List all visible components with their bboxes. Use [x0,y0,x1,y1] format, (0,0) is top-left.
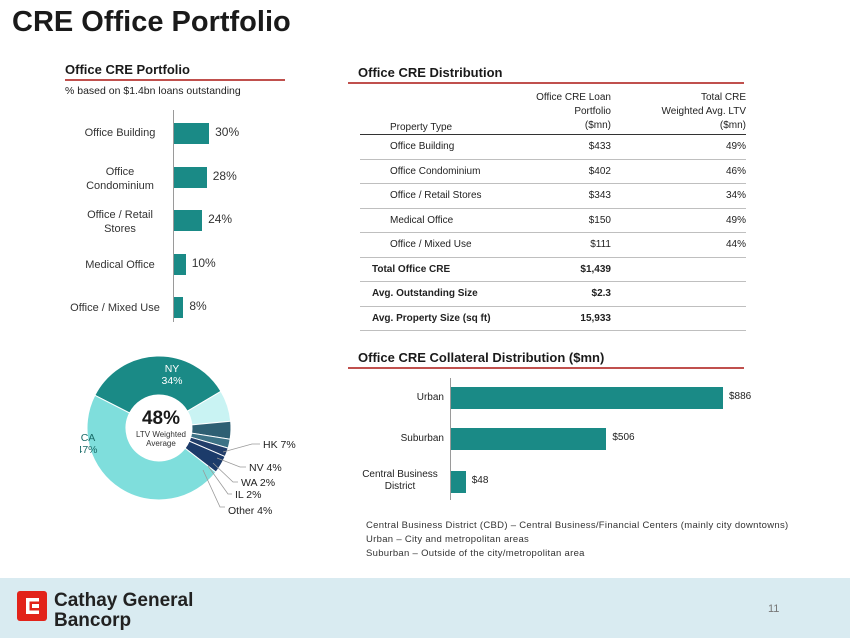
slice-label-il: IL 2% [235,489,261,501]
cell-property-type: Office / Retail Stores [360,183,491,208]
collateral-bar-value: $886 [729,391,752,402]
collateral-cat-label: Urban [416,392,444,403]
portfolio-bar [174,209,203,231]
portfolio-bar [174,296,184,318]
cell-property-type: Office Condominium [360,158,491,184]
collateral-cat-label: Central Business District [362,469,438,492]
portfolio-heading-rule [65,79,285,81]
collateral-bar [451,428,607,450]
table-row: Medical Office $150 49% [360,207,746,233]
collateral-bar-value: $48 [471,475,489,486]
column-header-weighted-ltv: Total CRE Weighted Avg. LTV ($mn) [611,91,746,135]
ltv-donut-chart: NY 34% CA 47% 48% LTV Weighted Average H… [80,355,296,517]
slice-label-other: Other 4% [228,505,272,517]
slice-label-hk: HK 7% [263,439,296,451]
total-value: $2.3 [491,281,611,306]
total-label: Total Office CRE [360,256,491,282]
cell-ltv: 34% [611,183,746,208]
cell-property-type: Medical Office [360,207,491,233]
portfolio-bar-value: 10% [191,256,216,270]
total-label: Avg. Outstanding Size [360,281,491,306]
slice-label-nv: NV 4% [249,462,282,474]
donut-slice-ca [86,394,217,501]
cell-ltv: 49% [611,207,746,233]
total-value: 15,933 [491,305,611,331]
table-row: Office Building $433 49% [360,134,746,159]
slice-label-ny: NY [165,363,180,375]
collateral-bar [451,471,466,493]
cell-loan: $433 [491,134,611,159]
cell-loan: $150 [491,207,611,233]
cell-ltv: 46% [611,158,746,184]
portfolio-cat-label: Office / Retail Stores [87,209,153,235]
column-header-property-type: Property Type [360,91,491,135]
table-row: Office / Retail Stores $343 34% [360,183,746,208]
collateral-bar-value: $506 [612,432,635,443]
cell-property-type: Office Building [360,134,491,159]
collateral-heading: Office CRE Collateral Distribution ($mn) [358,350,605,365]
portfolio-bar-value: 30% [215,125,240,139]
collateral-heading-rule [348,367,744,369]
portfolio-bar-value: 28% [212,169,237,183]
portfolio-bar [174,122,210,144]
footer-band [0,578,850,638]
column-header-loan-portfolio: Office CRE Loan Portfolio ($mn) [491,91,611,135]
portfolio-bar [174,166,207,188]
portfolio-cat-label: Office Condominium [86,166,154,192]
table-row: Office / Mixed Use $111 44% [360,232,746,257]
table-row: Office Condominium $402 46% [360,158,746,184]
slice-value-ca: 47% [80,444,98,456]
portfolio-bar-value: 24% [208,212,233,226]
donut-center-value: 48% [142,408,180,429]
portfolio-axis-line [173,110,174,322]
cell-loan: $111 [491,232,611,257]
portfolio-cat-label: Medical Office [85,259,155,271]
collateral-bar [451,387,723,409]
distribution-heading-rule [348,82,744,84]
portfolio-cat-label: Office Building [84,127,156,139]
cell-loan: $402 [491,158,611,184]
total-row: Total Office CRE $1,439 [360,256,746,282]
cell-ltv: 49% [611,134,746,159]
total-row: Avg. Property Size (sq ft) 15,933 [360,305,746,331]
portfolio-cat-label: Office / Mixed Use [70,302,160,314]
page-title: CRE Office Portfolio [12,6,291,38]
cell-ltv: 44% [611,232,746,257]
slice-label-wa: WA 2% [241,477,275,489]
portfolio-heading: Office CRE Portfolio [65,62,190,77]
brand-name: Cathay General Bancorp [54,590,194,631]
collateral-axis-line [450,378,451,500]
portfolio-bar-value: 8% [189,299,207,313]
total-label: Avg. Property Size (sq ft) [360,305,491,331]
cell-loan: $343 [491,183,611,208]
total-value: $1,439 [491,256,611,282]
footnote: Urban – City and metropolitan areas [366,534,530,545]
page-number: 11 [768,603,780,615]
cell-property-type: Office / Mixed Use [360,232,491,257]
donut-center-label: Average [146,439,176,448]
distribution-header-row: Property Type Office CRE Loan Portfolio ($… [360,91,746,135]
portfolio-subtitle: % based on $1.4bn loans outstanding [65,85,241,97]
distribution-table: Property Type Office CRE Loan Portfolio ($… [360,91,746,331]
slice-label-ca: CA [81,432,96,444]
donut-slice-ny [94,355,222,414]
distribution-heading: Office CRE Distribution [358,65,503,80]
collateral-cat-label: Suburban [400,433,444,444]
footnote: Suburban – Outside of the city/metropoli… [366,548,585,559]
cathay-logo-icon [17,591,47,621]
slice-value-ny: 34% [161,375,182,387]
portfolio-bar [174,253,186,275]
total-row: Avg. Outstanding Size $2.3 [360,281,746,306]
donut-center-label: LTV Weighted [136,430,186,439]
footnote: Central Business District (CBD) – Centra… [366,520,789,531]
